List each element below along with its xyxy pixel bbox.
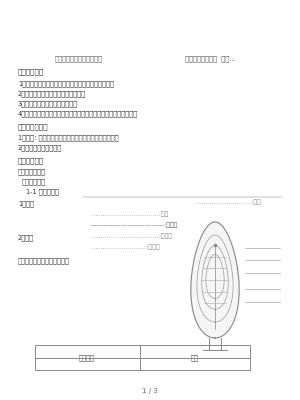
Text: 济科版初中生物八上第六节: 济科版初中生物八上第六节 [55,55,103,62]
Text: 结构名称: 结构名称 [79,354,95,361]
Text: （二）花芽等的结构与发育：: （二）花芽等的结构与发育： [18,257,70,264]
Text: 1 / 3: 1 / 3 [142,388,158,394]
Text: 4、说明木质茎生理各项的影响，以可以用和激素促进激素的观点。: 4、说明木质茎生理各项的影响，以可以用和激素促进激素的观点。 [18,110,138,117]
Text: 1、顶芽: 1、顶芽 [18,200,34,207]
Text: 一、导入新课：: 一、导入新课： [18,168,46,175]
Bar [35,345,250,370]
Text: 1、知道芽的种类，能说出芽的基本结构和发育去向。: 1、知道芽的种类，能说出芽的基本结构和发育去向。 [18,80,114,87]
Text: 3、描述木本植物茎的基本结构。: 3、描述木本植物茎的基本结构。 [18,100,78,107]
Text: 2、侧芽: 2、侧芽 [18,234,34,241]
Text: 【教学目标】: 【教学目标】 [18,68,44,75]
Text: 功能: 功能 [191,354,199,361]
Text: 【自主学习】: 【自主学习】 [18,157,44,164]
Text: ………………………:发育成: ………………………:发育成 [90,244,160,250]
Text: （学贤教育培训部  学案…: （学贤教育培训部 学案… [185,55,236,62]
Text: ………………………:定义: ………………………:定义 [195,199,261,204]
Text: 、自学组织：: 、自学组织： [22,178,46,185]
Text: ————————————:发育成: ————————————:发育成 [90,222,178,228]
Text: ……………………………:定义: ……………………………:定义 [90,211,168,216]
Text: 教学学重难点】: 教学学重难点】 [18,123,49,130]
Text: 2、难点：关于顶端优势: 2、难点：关于顶端优势 [18,144,62,151]
Polygon shape [191,222,239,338]
Text: 1-1 芽的类型：: 1-1 芽的类型： [26,188,59,195]
Text: 2、知道茎顶端优势在生产中的应用。: 2、知道茎顶端优势在生产中的应用。 [18,90,86,97]
Text: 1、重点: 找寻芽基本结构和每一部分的功能，芽的结构: 1、重点: 找寻芽基本结构和每一部分的功能，芽的结构 [18,134,118,141]
Text: ……………………………:发育成: ……………………………:发育成 [90,233,172,238]
